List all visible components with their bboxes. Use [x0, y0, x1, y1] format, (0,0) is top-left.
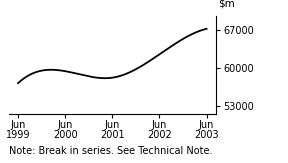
- Text: $m: $m: [218, 0, 235, 8]
- Text: Note: Break in series. See Technical Note.: Note: Break in series. See Technical Not…: [9, 147, 212, 156]
